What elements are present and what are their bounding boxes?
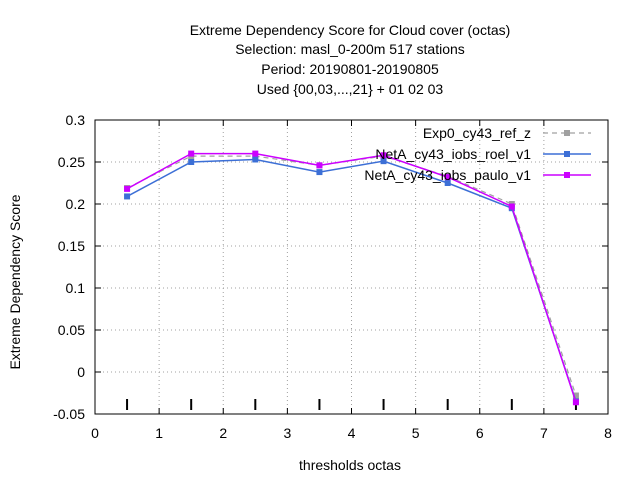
tick-labels: 0 1 2 3 4 5 6 7 8 -0.05 0 0.05 0.1 0.15 0.2 0.25 0.3	[53, 112, 612, 441]
data-point	[252, 156, 259, 163]
chart-title: Extreme Dependency Score for Cloud cover…	[190, 22, 511, 97]
y-tick-label: -0.05	[53, 406, 85, 422]
x-tick-label: 5	[412, 425, 420, 441]
y-tick-label: 0.1	[66, 280, 86, 296]
x-tick-label: 7	[540, 425, 548, 441]
plot-border	[94, 119, 609, 415]
series-2	[124, 150, 579, 406]
data-point	[380, 152, 387, 159]
legend-label: NetA_cy43_iobs_roel_v1	[375, 146, 531, 162]
y-tick-label: 0.3	[66, 112, 86, 128]
data-point	[124, 193, 131, 200]
x-tick-label: 8	[604, 425, 612, 441]
legend-label: Exp0_cy43_ref_z	[423, 125, 531, 141]
x-tick-label: 3	[283, 425, 291, 441]
data-point	[316, 169, 323, 176]
y-tick-label: 0.05	[58, 322, 85, 338]
data-point	[508, 203, 515, 210]
x-tick-label: 4	[348, 425, 356, 441]
data-point	[380, 158, 387, 165]
x-axis-label: thresholds octas	[299, 457, 401, 473]
title-line-3: Period: 20190801-20190805	[261, 61, 439, 77]
y-tick-label: 0	[77, 364, 85, 380]
data-point	[188, 159, 195, 165]
data-point	[572, 399, 579, 406]
legend-swatch-marker	[564, 172, 570, 178]
title-line-4: Used {00,03,...,21} + 01 02 03	[257, 81, 444, 97]
y-tick-label: 0.15	[58, 238, 85, 254]
series-0	[124, 153, 579, 399]
y-axis-label: Extreme Dependency Score	[7, 194, 23, 369]
data-point	[444, 174, 451, 181]
legend-swatch-marker	[564, 151, 570, 157]
title-line-1: Extreme Dependency Score for Cloud cover…	[190, 22, 511, 38]
data-point	[316, 162, 323, 169]
x-tick-label: 6	[476, 425, 484, 441]
series-line	[126, 158, 577, 402]
grid	[95, 120, 608, 414]
axes	[94, 119, 609, 415]
data-point	[252, 150, 259, 157]
series-group	[124, 150, 579, 406]
x-tick-label: 2	[219, 425, 227, 441]
data-point	[572, 392, 579, 399]
data-point	[124, 185, 131, 192]
data-point	[188, 150, 195, 157]
x-tick-label: 1	[155, 425, 163, 441]
data-point	[444, 180, 451, 186]
series-line	[126, 152, 577, 403]
legend-label: NetA_cy43_iobs_paulo_v1	[364, 167, 531, 183]
y-tick-label: 0.25	[58, 154, 85, 170]
legend-swatch-marker	[564, 130, 570, 136]
legend: Exp0_cy43_ref_z NetA_cy43_iobs_roel_v1 Net…	[364, 125, 591, 183]
x-tick-label: 0	[91, 425, 99, 441]
y-tick-label: 0.2	[66, 196, 86, 212]
title-line-2: Selection: masl_0-200m 517 stations	[235, 41, 465, 57]
series-line	[126, 155, 577, 396]
